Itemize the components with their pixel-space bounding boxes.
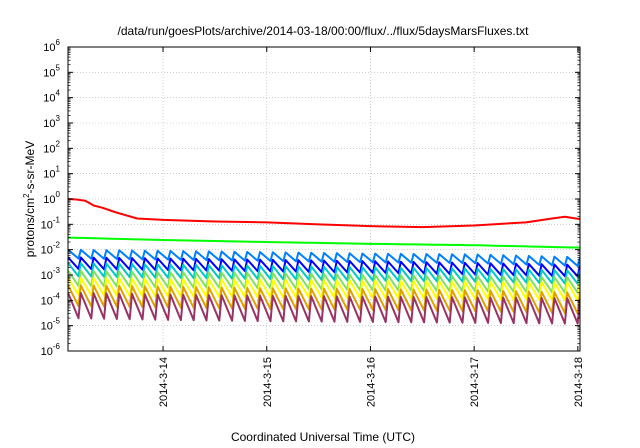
series-line (68, 291, 580, 325)
series-group (68, 198, 580, 325)
chart-title: /data/run/goesPlots/archive/2014-03-18/0… (118, 24, 530, 38)
series-line (68, 269, 580, 294)
y-tick-label: 102 (43, 139, 60, 155)
y-tick-label: 106 (43, 38, 60, 54)
y-tick-label: 104 (43, 89, 60, 105)
y-tick-label: 10-6 (41, 342, 61, 358)
x-tick-label: 2014-3-15 (262, 357, 274, 407)
x-tick-label: 2014-3-18 (573, 357, 585, 407)
y-tick-label: 100 (43, 190, 60, 206)
x-tick-label: 2014-3-17 (469, 357, 481, 407)
x-tick-label: 2014-3-16 (365, 357, 377, 407)
y-tick-label: 101 (43, 165, 60, 181)
series-line (68, 262, 580, 285)
y-axis: 10-6 10-5 10-4 10-3 10-2 10-1 100 101 102 103 104 1… (41, 38, 580, 358)
series-line (68, 198, 580, 229)
y-axis-label: protons/cm2-s-sr-MeV (22, 141, 37, 257)
series-line (68, 236, 580, 249)
y-tick-label: 105 (43, 63, 60, 79)
x-axis: 2014-3-14 2014-3-15 2014-3-16 2014-3-17 2014… (158, 47, 585, 407)
y-tick-label: 10-5 (41, 317, 61, 333)
y-tick-label: 10-1 (41, 215, 61, 231)
series-line (68, 276, 580, 302)
y-tick-label: 10-2 (41, 241, 61, 257)
x-tick-label: 2014-3-14 (158, 357, 170, 407)
series-line (68, 256, 580, 278)
series-line (68, 248, 580, 268)
y-tick-label: 103 (43, 114, 60, 130)
x-axis-label: Coordinated Universal Time (UTC) (231, 430, 415, 444)
y-tick-label: 10-4 (41, 291, 61, 307)
y-tick-label: 10-3 (41, 266, 61, 282)
